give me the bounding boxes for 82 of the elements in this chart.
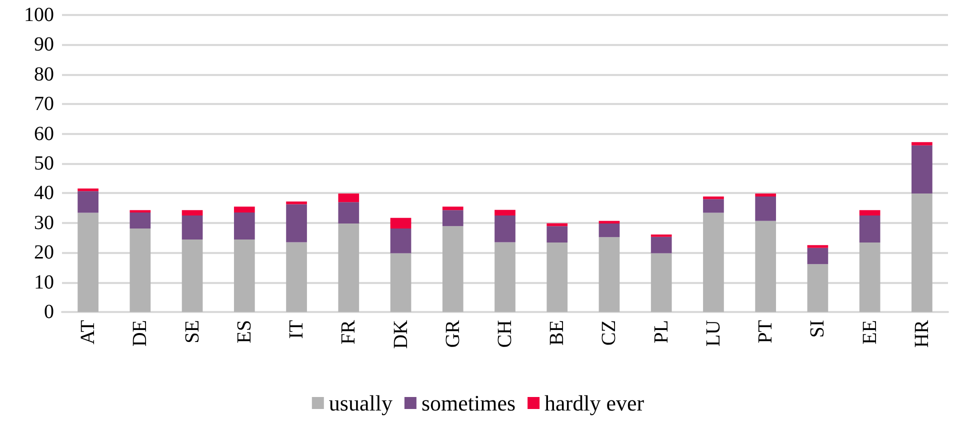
bar <box>130 228 151 312</box>
bar <box>338 202 360 224</box>
bar <box>182 215 203 240</box>
y-tick-label: 20 <box>34 242 54 264</box>
bar <box>807 248 828 264</box>
y-tick-label: 100 <box>24 4 54 26</box>
bar <box>78 212 98 312</box>
bar <box>286 204 307 242</box>
x-tick-label: GR <box>442 319 464 348</box>
bar <box>78 188 98 192</box>
x-tick-label: SE <box>181 320 204 344</box>
bar <box>234 240 255 312</box>
legend-label: usually <box>328 390 392 416</box>
bar <box>598 220 620 224</box>
bar <box>912 193 932 312</box>
bar <box>650 236 672 254</box>
legend-label: sometimes <box>421 390 516 416</box>
bar <box>598 237 620 312</box>
legend-label: hardly ever <box>544 390 645 416</box>
y-tick-label: 50 <box>34 152 54 174</box>
x-tick-label: EE <box>858 320 881 344</box>
bar <box>807 264 828 312</box>
x-tick-label: DE <box>129 320 152 347</box>
y-tick-label: 30 <box>34 212 54 234</box>
x-tick-label: CH <box>494 320 516 348</box>
bar <box>494 242 516 312</box>
bar <box>390 253 412 312</box>
y-tick-label: 60 <box>34 122 54 145</box>
bar <box>234 212 255 240</box>
bar <box>494 215 516 242</box>
bar <box>546 226 568 242</box>
bar <box>442 206 464 210</box>
bar <box>859 210 880 216</box>
bar <box>78 191 98 213</box>
bar <box>182 210 203 216</box>
bar <box>755 220 776 312</box>
x-tick-label: ES <box>233 320 256 344</box>
x-tick-label: PT <box>754 320 777 344</box>
bar <box>182 240 203 312</box>
x-tick-label: AT <box>77 320 100 344</box>
bar <box>234 206 255 213</box>
y-tick-label: 10 <box>34 271 54 294</box>
bar <box>130 210 151 213</box>
x-tick-label: PL <box>650 320 672 344</box>
x-tick-label: IT <box>286 320 308 339</box>
bar <box>442 210 464 226</box>
bar <box>598 223 620 238</box>
bar <box>650 253 672 312</box>
bar <box>442 226 464 312</box>
x-tick-label: DK <box>390 319 412 349</box>
x-tick-label: FR <box>338 319 360 344</box>
bar <box>859 242 880 312</box>
y-tick-label: 0 <box>44 301 54 323</box>
bar <box>130 212 151 229</box>
bar <box>912 142 932 146</box>
bar <box>338 193 360 202</box>
y-tick-label: 80 <box>34 63 54 86</box>
bar <box>546 242 568 312</box>
bar <box>755 193 776 196</box>
bar <box>546 223 568 226</box>
bar <box>390 228 412 254</box>
x-tick-label: HR <box>910 319 933 348</box>
y-tick-label: 90 <box>34 34 54 56</box>
x-tick-label: BE <box>546 320 568 346</box>
y-tick-label: 70 <box>34 93 54 116</box>
bar <box>286 202 307 204</box>
bar <box>703 196 724 200</box>
bar <box>650 234 672 237</box>
bar <box>912 145 932 194</box>
x-tick-label: SI <box>806 320 829 338</box>
bar <box>703 199 724 213</box>
bar <box>807 245 828 248</box>
x-tick-label: LU <box>702 319 724 347</box>
x-tick-label: CZ <box>598 320 620 346</box>
bar <box>286 242 307 312</box>
bar <box>859 215 880 242</box>
bar <box>494 210 516 216</box>
y-tick-label: 40 <box>34 182 54 204</box>
bar <box>703 212 724 312</box>
bar <box>755 196 776 221</box>
bar <box>338 223 360 312</box>
bar <box>390 218 412 229</box>
